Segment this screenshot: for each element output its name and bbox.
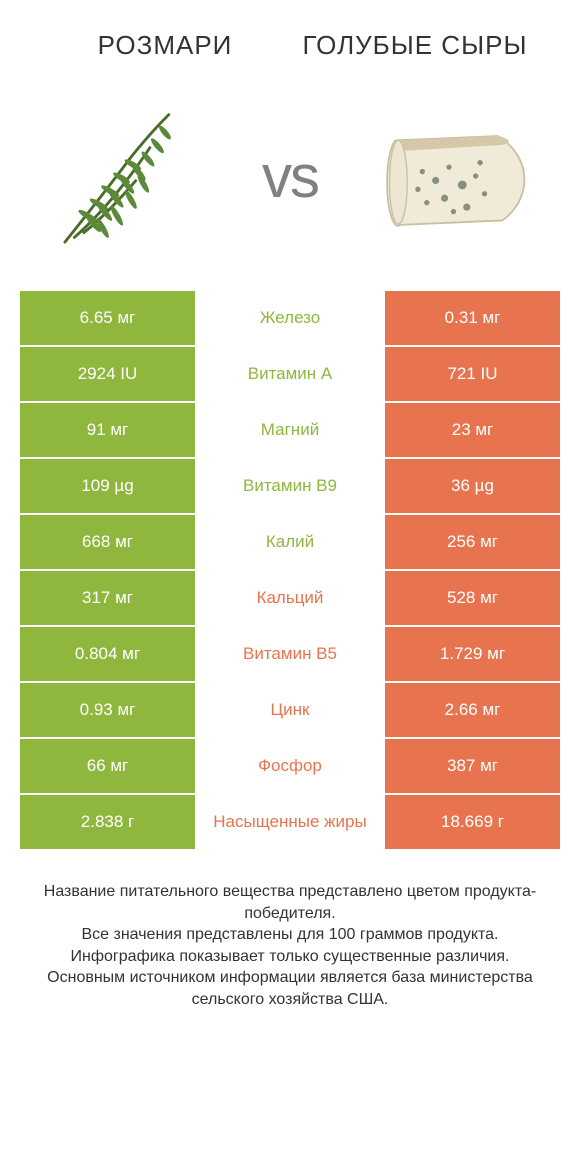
nutrient-label: Кальций: [195, 571, 385, 625]
left-value: 66 мг: [20, 739, 195, 793]
left-value: 2924 IU: [20, 347, 195, 401]
footer-line: Основным источником информации является …: [20, 967, 560, 1010]
footer-line: Инфографика показывает только существенн…: [20, 946, 560, 968]
footer-line: Название питательного вещества представл…: [20, 881, 560, 924]
right-value: 721 IU: [385, 347, 560, 401]
nutrient-label: Насыщенные жиры: [195, 795, 385, 849]
table-row: 0.804 мгВитамин B51.729 мг: [20, 627, 560, 681]
footer-line: Все значения представлены для 100 граммо…: [20, 924, 560, 946]
left-product-title: Розмари: [40, 30, 290, 61]
table-row: 6.65 мгЖелезо0.31 мг: [20, 291, 560, 345]
footer-notes: Название питательного вещества представл…: [0, 851, 580, 1011]
nutrient-label: Магний: [195, 403, 385, 457]
right-value: 18.669 г: [385, 795, 560, 849]
left-value: 91 мг: [20, 403, 195, 457]
right-product-image: [359, 86, 539, 266]
right-value: 256 мг: [385, 515, 560, 569]
right-value: 0.31 мг: [385, 291, 560, 345]
table-row: 109 µgВитамин B936 µg: [20, 459, 560, 513]
table-row: 2924 IUВитамин A721 IU: [20, 347, 560, 401]
vs-label: vs: [262, 142, 318, 211]
images-row: vs: [0, 71, 580, 291]
table-row: 2.838 гНасыщенные жиры18.669 г: [20, 795, 560, 849]
left-value: 317 мг: [20, 571, 195, 625]
comparison-table: 6.65 мгЖелезо0.31 мг2924 IUВитамин A721 …: [0, 291, 580, 849]
nutrient-label: Фосфор: [195, 739, 385, 793]
nutrient-label: Цинк: [195, 683, 385, 737]
table-row: 317 мгКальций528 мг: [20, 571, 560, 625]
header: Розмари Голубые сыры: [0, 0, 580, 71]
nutrient-label: Железо: [195, 291, 385, 345]
right-value: 387 мг: [385, 739, 560, 793]
table-row: 66 мгФосфор387 мг: [20, 739, 560, 793]
left-value: 6.65 мг: [20, 291, 195, 345]
left-value: 109 µg: [20, 459, 195, 513]
right-value: 23 мг: [385, 403, 560, 457]
nutrient-label: Витамин B9: [195, 459, 385, 513]
left-value: 0.93 мг: [20, 683, 195, 737]
right-value: 1.729 мг: [385, 627, 560, 681]
right-value: 36 µg: [385, 459, 560, 513]
table-row: 91 мгМагний23 мг: [20, 403, 560, 457]
table-row: 0.93 мгЦинк2.66 мг: [20, 683, 560, 737]
left-product-image: [41, 86, 221, 266]
right-value: 2.66 мг: [385, 683, 560, 737]
nutrient-label: Витамин A: [195, 347, 385, 401]
right-value: 528 мг: [385, 571, 560, 625]
left-value: 0.804 мг: [20, 627, 195, 681]
left-value: 2.838 г: [20, 795, 195, 849]
nutrient-label: Витамин B5: [195, 627, 385, 681]
left-value: 668 мг: [20, 515, 195, 569]
table-row: 668 мгКалий256 мг: [20, 515, 560, 569]
right-product-title: Голубые сыры: [290, 30, 540, 61]
nutrient-label: Калий: [195, 515, 385, 569]
